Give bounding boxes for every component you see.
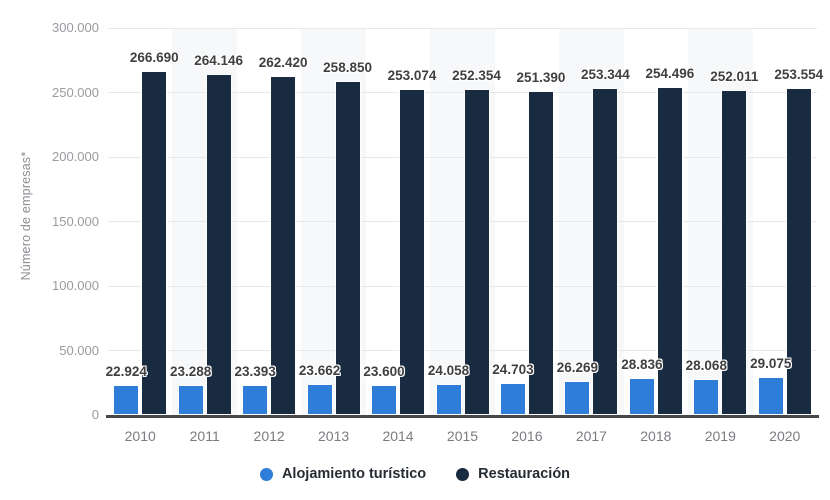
bar-alojamiento-2013[interactable] (306, 384, 333, 415)
chart-legend: Alojamiento turístico Restauración (0, 466, 830, 482)
gridline (108, 350, 817, 351)
legend-marker-restauracion-icon (456, 467, 470, 481)
data-label-restauracion-2016: 251.390 (516, 69, 566, 85)
data-label-restauracion-2010: 266.690 (129, 49, 179, 65)
bar-restauracion-2015[interactable] (463, 89, 490, 415)
bar-restauracion-2020[interactable] (785, 87, 812, 415)
x-axis-label-2012: 2012 (253, 428, 285, 444)
bar-restauracion-2014[interactable] (399, 88, 426, 415)
data-label-restauracion-2020: 253.554 (774, 66, 824, 82)
data-label-alojamiento-2013: 23.662 (298, 363, 341, 379)
data-label-restauracion-2018: 254.496 (645, 65, 695, 81)
x-axis-label-2019: 2019 (704, 428, 736, 444)
bar-restauracion-2016[interactable] (527, 90, 554, 415)
x-axis-label-2016: 2016 (511, 428, 543, 444)
y-tick-label: 0 (91, 407, 99, 422)
data-label-alojamiento-2012: 23.393 (234, 363, 276, 379)
bar-alojamiento-2014[interactable] (371, 384, 398, 415)
data-label-restauracion-2011: 264.146 (194, 53, 244, 69)
data-label-alojamiento-2018: 28.836 (621, 356, 663, 372)
data-label-alojamiento-2015: 24.058 (427, 362, 470, 378)
bar-restauracion-2018[interactable] (656, 86, 683, 415)
x-axis-label-2020: 2020 (769, 428, 801, 444)
bar-restauracion-2013[interactable] (334, 81, 361, 415)
data-label-restauracion-2019: 252.011 (710, 68, 759, 84)
data-label-alojamiento-2016: 24.703 (492, 362, 534, 378)
data-label-alojamiento-2019: 28.068 (685, 357, 727, 373)
data-label-restauracion-2014: 253.074 (387, 67, 437, 83)
legend-marker-alojamiento-icon (259, 467, 273, 481)
x-axis-label-2017: 2017 (575, 428, 607, 444)
bar-restauracion-2017[interactable] (592, 88, 619, 415)
gridline (108, 221, 817, 222)
gridline (108, 285, 817, 287)
x-axis-label-2014: 2014 (382, 428, 414, 444)
legend-item-restauracion[interactable]: Restauración (456, 466, 570, 482)
x-axis-label-2018: 2018 (640, 428, 672, 444)
bar-alojamiento-2018[interactable] (628, 377, 655, 415)
data-label-restauracion-2012: 262.420 (258, 55, 308, 71)
data-label-restauracion-2015: 252.354 (452, 68, 501, 84)
bar-alojamiento-2011[interactable] (177, 384, 204, 415)
bar-restauracion-2010[interactable] (141, 70, 168, 415)
data-label-alojamiento-2010: 22.924 (105, 364, 147, 380)
y-tick-label: 300.000 (52, 20, 99, 35)
bar-alojamiento-2015[interactable] (435, 383, 462, 415)
bar-alojamiento-2012[interactable] (242, 384, 269, 415)
bar-restauracion-2012[interactable] (270, 76, 297, 415)
x-axis-label-2015: 2015 (446, 428, 479, 444)
bar-restauracion-2011[interactable] (205, 74, 232, 415)
bar-alojamiento-2017[interactable] (564, 381, 591, 415)
data-label-alojamiento-2020: 29.075 (750, 356, 792, 372)
y-tick-label: 100.000 (52, 278, 99, 293)
y-tick-label: 200.000 (52, 149, 99, 164)
x-axis-label-2013: 2013 (318, 428, 350, 444)
data-label-alojamiento-2011: 23.288 (170, 363, 212, 379)
bar-alojamiento-2020[interactable] (757, 377, 784, 415)
bar-alojamiento-2019[interactable] (693, 378, 720, 415)
gridline (108, 156, 817, 158)
legend-label-restauracion: Restauración (478, 466, 571, 482)
y-tick-label: 50.000 (59, 342, 99, 358)
data-label-restauracion-2013: 258.850 (323, 60, 372, 76)
data-label-restauracion-2017: 253.344 (581, 67, 630, 83)
bar-alojamiento-2010[interactable] (113, 385, 140, 415)
data-label-alojamiento-2014: 23.600 (363, 363, 405, 379)
x-axis-line (106, 415, 819, 418)
y-tick-label: 150.000 (52, 213, 99, 229)
bar-alojamiento-2016[interactable] (499, 383, 526, 415)
legend-label-alojamiento: Alojamiento turístico (281, 466, 427, 482)
gridline (108, 27, 817, 29)
y-tick-label: 250.000 (52, 84, 99, 100)
legend-item-alojamiento-turistico[interactable]: Alojamiento turístico (259, 466, 427, 482)
x-axis-label-2010: 2010 (124, 428, 156, 444)
x-axis-label-2011: 2011 (189, 428, 220, 444)
gridline (108, 92, 817, 93)
data-label-alojamiento-2017: 26.269 (556, 360, 599, 376)
bar-restauracion-2019[interactable] (721, 89, 748, 415)
